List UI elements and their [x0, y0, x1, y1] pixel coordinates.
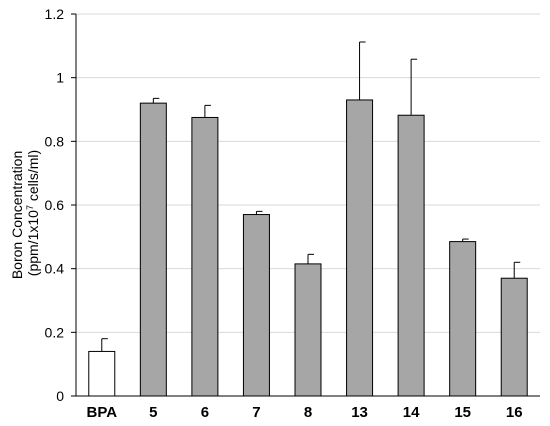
y-tick-label: 0.4	[45, 261, 65, 277]
y-tick-label: 0.2	[45, 324, 65, 340]
y-tick-label: 0.8	[45, 133, 65, 149]
x-tick-label-7: 7	[252, 404, 260, 421]
y-tick-label: 0.6	[45, 197, 65, 213]
bar-6	[191, 116, 219, 397]
y-axis-title-line2-suffix: cells/ml)	[25, 150, 41, 205]
x-tick-labels: BPA 5 6 7 8 13 14 15 16	[86, 404, 522, 421]
bar-16	[500, 277, 528, 397]
y-tick-label: 1	[56, 70, 64, 86]
bar-8	[294, 263, 322, 397]
y-tick-label: 0	[56, 388, 64, 404]
y-axis-title-superscript: 7	[25, 205, 35, 210]
x-tick-label-13: 13	[351, 404, 368, 421]
bars	[88, 99, 528, 397]
y-axis-title-line1: Boron Concentration	[9, 151, 25, 279]
bar-BPA	[88, 350, 116, 397]
error-bars	[101, 41, 521, 352]
y-axis-title-line2-prefix: (ppm/1x10	[25, 210, 41, 276]
bar-15	[449, 241, 477, 397]
bar-7	[242, 214, 270, 397]
x-tick-label-BPA: BPA	[86, 404, 117, 421]
x-tick-label-5: 5	[149, 404, 157, 421]
y-axis-title: Boron Concentration (ppm/1x107 cells/ml)	[9, 147, 41, 279]
x-tick-label-16: 16	[506, 404, 523, 421]
bar-5	[139, 102, 167, 397]
y-axis-title-line2: (ppm/1x107 cells/ml)	[25, 150, 41, 276]
bar-14	[397, 114, 425, 397]
y-tick-labels: 0 0.2 0.4 0.6 0.8 1 1.2	[45, 6, 76, 404]
y-tick-label: 1.2	[45, 6, 65, 22]
bar-13	[346, 99, 374, 397]
x-tick-label-6: 6	[201, 404, 209, 421]
x-tick-label-15: 15	[454, 404, 471, 421]
x-tick-label-14: 14	[403, 404, 420, 421]
x-tick-label-8: 8	[304, 404, 312, 421]
